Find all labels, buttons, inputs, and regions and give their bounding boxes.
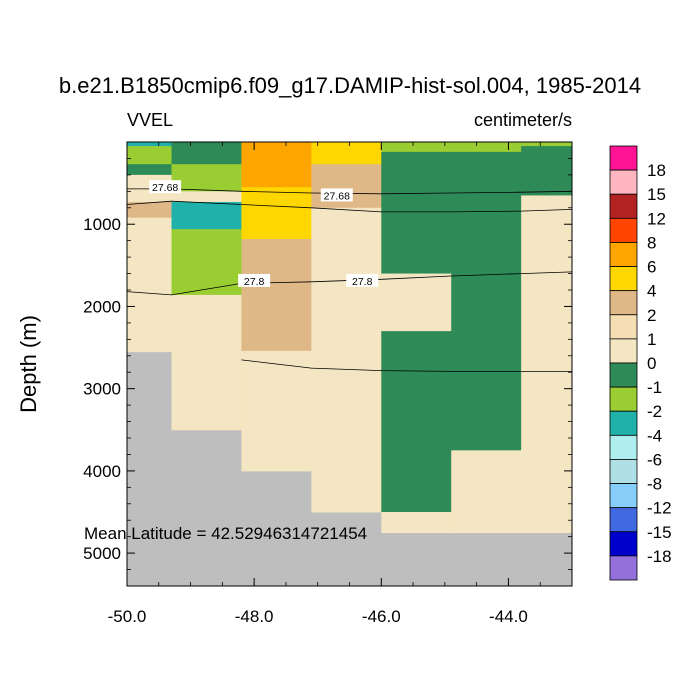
colorbar-swatch (609, 266, 638, 292)
colorbar-swatch (609, 410, 638, 436)
colorbar-swatch (609, 314, 638, 340)
colorbar-label: -1 (647, 378, 662, 397)
data-cell (127, 142, 172, 147)
data-cell (171, 164, 242, 192)
data-cell (127, 217, 172, 353)
data-cell (381, 142, 452, 153)
colorbar-swatch (609, 483, 638, 509)
data-cell (127, 146, 172, 165)
y-tick-label: 2000 (83, 297, 121, 316)
chart-title: b.e21.B1850cmip6.f09_g17.DAMIP-hist-sol.… (59, 73, 641, 98)
colorbar-swatch (609, 459, 638, 484)
data-cell (451, 450, 522, 534)
contour-label: 27.8 (244, 276, 265, 288)
data-cell (451, 151, 522, 451)
colorbar-label: 8 (647, 233, 656, 252)
contour-label-box (320, 188, 353, 202)
data-cell (171, 294, 242, 431)
colorbar-label: 15 (647, 185, 666, 204)
colorbar-label: -15 (647, 523, 672, 542)
y-tick-label: 5000 (83, 544, 121, 563)
contour-label-box (238, 273, 271, 287)
data-cell (241, 187, 312, 240)
contour-lines: 27.68 27.68 27.8 27.8 (126, 180, 573, 372)
variable-label: VVEL (127, 110, 173, 130)
colorbar-label: 4 (647, 282, 656, 301)
data-cell (311, 207, 382, 513)
colorbar-label: 12 (647, 209, 666, 228)
colorbar-label: 1 (647, 330, 656, 349)
colorbar: 18 15 12 8 6 4 2 1 0 -1 -2 -4 -6 -8 -12 -15 -18 (609, 145, 672, 581)
data-cell (381, 512, 452, 534)
units-label: centimeter/s (474, 110, 572, 130)
colorbar-label: -4 (647, 426, 662, 445)
data-cell (521, 195, 573, 534)
colorbar-label: -12 (647, 499, 672, 518)
colorbar-swatch (609, 169, 638, 195)
x-tick-label: -46.0 (362, 607, 401, 626)
colorbar-swatch (609, 193, 638, 219)
colorbar-label: 2 (647, 306, 656, 325)
data-cell (241, 142, 312, 188)
colorbar-label: -8 (647, 475, 662, 494)
colorbar-swatch (609, 145, 638, 171)
colorbar-swatch (609, 217, 638, 243)
data-cell (171, 142, 242, 165)
x-tick-label: -48.0 (235, 607, 274, 626)
data-cell (241, 350, 312, 472)
colorbar-label: -18 (647, 547, 672, 566)
colorbar-swatch (609, 290, 638, 316)
data-cell (171, 191, 242, 203)
data-cell (521, 146, 573, 196)
colorbar-swatch (609, 507, 638, 533)
x-tick-label: -44.0 (489, 607, 528, 626)
y-tick-label: 1000 (83, 215, 121, 234)
colorbar-swatch (609, 531, 638, 557)
contour-line (241, 359, 572, 372)
data-cell (381, 273, 452, 332)
data-cell (451, 142, 522, 153)
colorbar-label: 6 (647, 258, 656, 277)
data-cell (381, 151, 452, 275)
colorbar-swatch (609, 362, 638, 388)
contour-label: 27.8 (352, 276, 373, 288)
colorbar-label: 18 (647, 161, 666, 180)
data-cell (171, 202, 242, 230)
contour-line (126, 200, 573, 213)
data-cell (171, 229, 242, 296)
data-cell (241, 239, 312, 352)
contour-label: 27.68 (324, 190, 350, 202)
plot-area (127, 142, 573, 586)
colorbar-label: -2 (647, 402, 662, 421)
colorbar-swatch (609, 338, 638, 364)
contour-label-box (346, 273, 379, 287)
data-cell (381, 331, 452, 513)
colorbar-swatch (609, 555, 638, 581)
contour-label-box (149, 180, 182, 194)
x-tick-label: -50.0 (108, 607, 147, 626)
colorbar-swatch (609, 242, 638, 267)
data-cell (311, 142, 382, 165)
data-cell (521, 142, 573, 147)
colorbar-swatch (609, 434, 638, 460)
contour-label: 27.68 (152, 182, 178, 194)
y-tick-label: 3000 (83, 380, 121, 399)
mean-latitude-annotation: Mean Latitude = 42.52946314721454 (84, 524, 367, 543)
data-cell (127, 202, 172, 219)
y-tick-label: 4000 (83, 462, 121, 481)
y-axis-label: Depth (m) (16, 315, 41, 413)
data-cell (127, 164, 172, 176)
colorbar-label: -6 (647, 450, 662, 469)
axes: -50.0 -48.0 -46.0 -44.0 1000 2000 3000 4000 5000 (83, 141, 573, 626)
colorbar-swatch (609, 386, 638, 412)
colorbar-label: 0 (647, 354, 656, 373)
